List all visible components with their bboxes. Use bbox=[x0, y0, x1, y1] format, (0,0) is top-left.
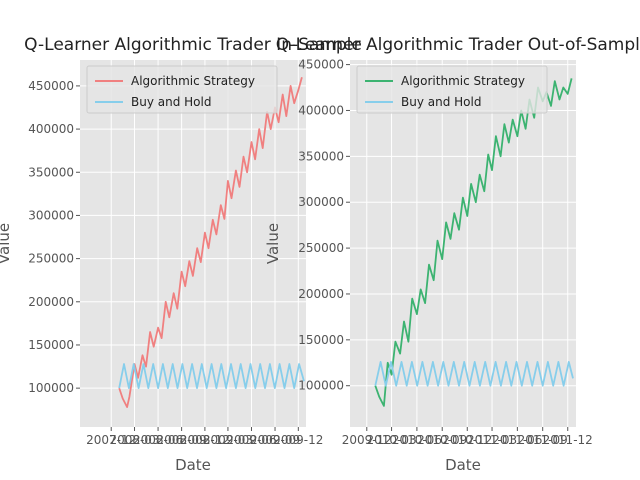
y-tick-label: 450000 bbox=[28, 79, 74, 93]
chart-title: Q-Learner Algorithmic Trader In-Sample bbox=[24, 35, 362, 55]
x-tick-label: 2011-09 bbox=[518, 433, 568, 447]
y-tick-label: 400000 bbox=[28, 122, 74, 136]
series-line-buy-and-hold bbox=[374, 360, 574, 387]
series-line-buy-and-hold bbox=[118, 363, 305, 390]
x-tick-label: 2008-12 bbox=[180, 433, 230, 447]
series-line-algorithmic-strategy bbox=[118, 77, 303, 409]
y-tick-label: 100000 bbox=[28, 381, 74, 395]
chart-title: Q-Learner Algorithmic Trader Out-of-Samp… bbox=[276, 35, 640, 55]
x-tick-label: 2008-03 bbox=[109, 433, 159, 447]
x-tick-label: 2007-12 bbox=[86, 433, 136, 447]
plot-area bbox=[350, 60, 576, 427]
legend-label: Buy and Hold bbox=[131, 95, 211, 109]
legend-label: Algorithmic Strategy bbox=[401, 74, 525, 88]
legend-label: Algorithmic Strategy bbox=[131, 74, 255, 88]
legend-box bbox=[356, 65, 548, 114]
y-axis-label: Value bbox=[264, 223, 282, 264]
chart-in-sample: 100000 150000 200000 250000 300000 350000 4000… bbox=[0, 35, 362, 474]
chart-out-of-sample: 100000 150000 200000 250000 300000 350000 4000… bbox=[264, 35, 640, 474]
y-axis-label: Value bbox=[0, 223, 13, 264]
y-tick-label: 350000 bbox=[28, 165, 74, 179]
x-axis-label: Date bbox=[175, 456, 211, 474]
y-tick-label: 250000 bbox=[298, 241, 344, 255]
y-tick-label: 150000 bbox=[298, 333, 344, 347]
y-tick-label: 200000 bbox=[298, 287, 344, 301]
x-tick-label: 2010-06 bbox=[392, 433, 442, 447]
x-tick-label: 2011-03 bbox=[467, 433, 517, 447]
legend-label: Buy and Hold bbox=[401, 95, 481, 109]
x-tick-label: 2009-12 bbox=[273, 433, 323, 447]
x-tick-label: 2009-06 bbox=[226, 433, 276, 447]
x-tick-label: 2010-03 bbox=[366, 433, 416, 447]
x-tick-label: 2010-09 bbox=[417, 433, 467, 447]
x-tick-label: 2009-09 bbox=[250, 433, 300, 447]
x-tick-label: 2011-12 bbox=[543, 433, 593, 447]
x-tick-label: 2008-09 bbox=[157, 433, 207, 447]
x-axis-label: Date bbox=[445, 456, 481, 474]
x-tick-label: 2009-03 bbox=[203, 433, 253, 447]
y-tick-label: 200000 bbox=[28, 295, 74, 309]
x-tick-label: 2010-12 bbox=[442, 433, 492, 447]
y-tick-label: 400000 bbox=[298, 103, 344, 117]
y-tick-label: 250000 bbox=[28, 252, 74, 266]
y-tick-label: 350000 bbox=[298, 149, 344, 163]
y-tick-label: 450000 bbox=[298, 58, 344, 72]
legend-box bbox=[86, 65, 278, 114]
y-tick-label: 300000 bbox=[298, 195, 344, 209]
x-tick-label: 2009-12 bbox=[342, 433, 392, 447]
x-tick-label: 2011-06 bbox=[492, 433, 542, 447]
y-tick-label: 150000 bbox=[28, 338, 74, 352]
x-tick-label: 2008-06 bbox=[133, 433, 183, 447]
y-tick-label: 300000 bbox=[28, 208, 74, 222]
y-tick-label: 100000 bbox=[298, 379, 344, 393]
